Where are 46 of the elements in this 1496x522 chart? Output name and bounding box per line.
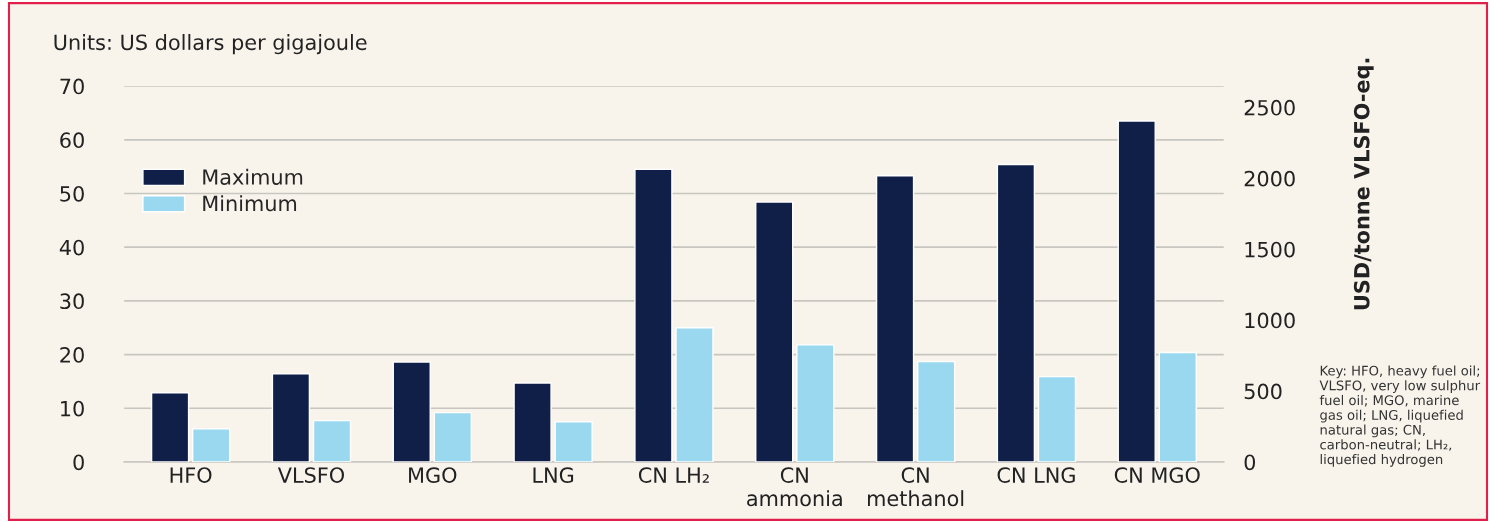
bar <box>150 392 190 462</box>
y-axis-title: Units: US dollars per gigajoule <box>54 34 367 55</box>
x-tick-label: MGO <box>409 467 457 483</box>
bar <box>875 175 915 462</box>
y2-tick-label: 2000 <box>1244 170 1295 187</box>
y-tick-label: 50 <box>60 185 84 202</box>
y2-tick-label: 500 <box>1244 383 1282 400</box>
y-tick-label: 70 <box>60 78 84 95</box>
bar <box>554 421 593 462</box>
bar <box>433 411 473 462</box>
x-tick-label: CN LH₂ <box>638 467 709 483</box>
bar <box>1117 120 1156 462</box>
x-tick-label: HFO <box>170 467 212 483</box>
y-tick-label: 40 <box>59 239 84 256</box>
bar <box>996 163 1036 462</box>
y2-axis-title: USD/tonne VLSFO-eq. <box>1353 58 1374 310</box>
y-tick-label: 60 <box>60 132 84 149</box>
bar <box>191 427 231 462</box>
y-tick-label: 10 <box>61 400 84 417</box>
y2-tick-label: 2500 <box>1244 99 1295 116</box>
bar <box>271 373 311 462</box>
bar <box>1037 375 1077 462</box>
x-tick-label: CN methanol <box>868 467 964 507</box>
y-tick-label: 0 <box>73 454 84 471</box>
x-tick-label: CN LNG <box>997 467 1075 483</box>
x-tick-label: LNG <box>533 467 574 483</box>
legend-label: Minimum <box>203 195 297 212</box>
x-tick-label: VLSFO <box>277 467 345 483</box>
y-tick-label: 20 <box>60 347 84 363</box>
x-tick-label: CN ammonia <box>747 467 842 507</box>
bar <box>392 361 431 462</box>
bar <box>513 382 552 462</box>
y2-tick-label: 1500 <box>1245 241 1295 258</box>
bar <box>755 201 794 462</box>
bar <box>312 419 352 462</box>
y2-tick-label: 1000 <box>1245 312 1295 329</box>
bar <box>916 360 956 462</box>
bar <box>1158 351 1197 462</box>
text: Key: HFO, heavy fuel oil; VLSFO, very low sulphur fuel oil; MGO, marine gas oil; LNG, liquefied natural gas; CN, carbon-neutral; LH₂, liquefied hydrogen <box>1319 365 1481 467</box>
legend-label: Maximum <box>203 168 303 185</box>
bar <box>675 327 714 462</box>
y-tick-label: 30 <box>60 293 84 310</box>
bar <box>796 344 835 462</box>
x-tick-label: CN MGO <box>1114 467 1200 483</box>
bar <box>634 168 673 462</box>
y2-tick-label: 0 <box>1244 454 1256 471</box>
